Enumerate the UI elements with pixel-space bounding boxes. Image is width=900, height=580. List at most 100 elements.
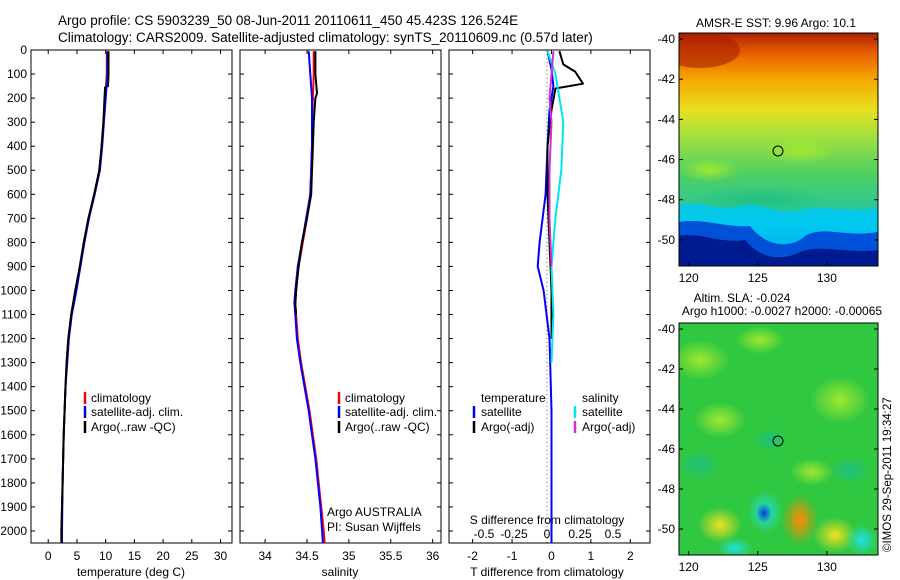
x-tick-label: 5 [74,549,81,563]
map-x-tick-label: 120 [679,560,699,574]
salinity-axis-label: salinity [322,565,359,579]
map-x-tick-label: 130 [817,271,837,285]
x-tick-label: 1 [588,549,595,563]
header-line-1: Argo profile: CS 5903239_50 08-Jun-2011 … [58,13,518,28]
series-line-climatology [60,51,108,543]
sla-heatmap [679,323,878,555]
argo-pi-annotation: PI: Susan Wijffels [327,520,421,534]
depth-tick-label: 1000 [0,283,27,297]
depth-tick-label: 200 [7,91,27,105]
x-tick-label: 0 [45,549,52,563]
map-y-tick-label: -46 [658,442,676,456]
legend-t-argo-label: Argo(-adj) [481,420,534,434]
sla-map-subtitle: Argo h1000: -0.0027 h2000: -0.00065 [682,304,882,318]
salinity-x-ticks: 34 34.5 35 35.5 36 [258,50,440,563]
depth-tick-label: 1700 [0,452,27,466]
depth-tick-label: 400 [7,139,27,153]
x-tick-label: -2 [467,549,478,563]
series-line-argo-raw-qc- [60,51,110,543]
depth-tick-label: 1300 [0,356,27,370]
depth-tick-label: 800 [7,235,27,249]
map-y-tick-label: -46 [658,153,676,167]
series-line-t-satellite [536,50,555,543]
header-line-2: Climatology: CARS2009. Satellite-adjuste… [58,30,593,45]
map-y-tick-label: -44 [658,402,676,416]
legend-satellite-label: satellite-adj. clim. [345,405,437,419]
sla-map-ticks: 120 125 130 -40 -42 -44 -46 -48 -50 [658,322,878,574]
depth-tick-labels: 0 100 200 300 400 500 600 700 800 900 1000 1100 1200… [0,43,650,538]
series-line-climatology [294,51,326,544]
map-x-tick-label: 120 [679,271,699,285]
depth-tick-label: 900 [7,259,27,273]
legend-temperature-title: temperature [481,391,546,405]
x-tick-label: 15 [128,549,142,563]
map-y-tick-label: -40 [658,32,676,46]
depth-tick-label: 1500 [0,404,27,418]
depth-tick-label: 1600 [0,428,27,442]
series-line-s-argo-adj- [548,51,555,267]
temperature-legend: climatology satellite-adj. clim. Argo(..… [83,391,183,434]
legend-climatology-label: climatology [91,391,151,405]
x-tick-label: 0 [548,549,555,563]
s-tick-label: -0.25 [500,527,528,541]
depth-tick-label: 1200 [0,332,27,346]
x-tick-label: -1 [507,549,518,563]
sst-argo-marker [772,145,784,157]
sst-map-axes [678,32,879,267]
temperature-axis-label: temperature (deg C) [77,565,185,579]
x-tick-label: 20 [156,549,170,563]
depth-tick-label: 1400 [0,380,27,394]
series-line-argo-raw-qc- [294,51,318,315]
depth-tick-label: 500 [7,163,27,177]
depth-tick-label: 600 [7,187,27,201]
temperature-x-ticks: 0 5 10 15 20 25 30 [45,50,228,563]
depth-tick-label: 1800 [0,476,27,490]
argo-country-annotation: Argo AUSTRALIA [327,505,422,519]
sla-map-title: Altim. SLA: -0.024 [694,291,791,305]
depth-tick-label: 700 [7,211,27,225]
imos-timestamp: ©IMOS 29-Sep-2011 19:34:27 [882,397,894,552]
map-y-tick-label: -44 [658,112,676,126]
s-tick-label: 0.25 [568,527,592,541]
legend-salinity-title: salinity [582,391,619,405]
sst-map-ticks: 120 125 130 -40 -42 -44 -46 -48 -50 [658,32,878,285]
s-tick-label: -0.5 [474,527,495,541]
x-tick-label: 36 [426,549,440,563]
t-difference-x-ticks: -2 -1 0 1 2 [467,50,634,563]
map-y-tick-label: -42 [658,72,676,86]
legend-s-satellite-label: satellite [582,405,623,419]
x-tick-label: 34.5 [295,549,319,563]
s-difference-ticks: -0.5 -0.25 0 0.25 0.5 [474,527,622,541]
salinity-profile-lines [293,51,326,544]
legend-climatology-label: climatology [345,391,405,405]
depth-tick-label: 2000 [0,524,27,538]
x-tick-label: 34 [258,549,272,563]
legend-argo-label: Argo(..raw -QC) [345,420,430,434]
series-line-s-satellite [546,50,565,363]
salinity-axes [239,49,442,544]
sla-map-axes [678,322,879,556]
map-y-tick-label: -48 [658,482,676,496]
x-tick-label: 30 [214,549,228,563]
series-line-satellite-adj-clim- [293,51,324,544]
depth-tick-label: 1900 [0,500,27,514]
x-tick-label: 25 [185,549,199,563]
map-x-tick-label: 125 [748,271,768,285]
temperature-profile-lines [60,51,110,543]
depth-tick-label: 100 [7,67,27,81]
x-tick-label: 2 [627,549,634,563]
t-difference-axis-label: T difference from climatology [470,565,624,579]
difference-profile-lines [536,50,584,543]
sst-heatmap [679,33,878,266]
legend-argo-label: Argo(..raw -QC) [91,420,176,434]
map-x-tick-label: 125 [748,560,768,574]
series-line-satellite-adj-clim- [61,51,109,543]
map-x-tick-label: 130 [817,560,837,574]
map-y-tick-label: -50 [658,522,676,536]
sla-argo-marker [772,435,784,447]
map-y-tick-label: -42 [658,362,676,376]
x-tick-label: 35 [342,549,356,563]
x-tick-label: 35.5 [379,549,403,563]
sst-map-title: AMSR-E SST: 9.96 Argo: 10.1 [696,16,856,30]
